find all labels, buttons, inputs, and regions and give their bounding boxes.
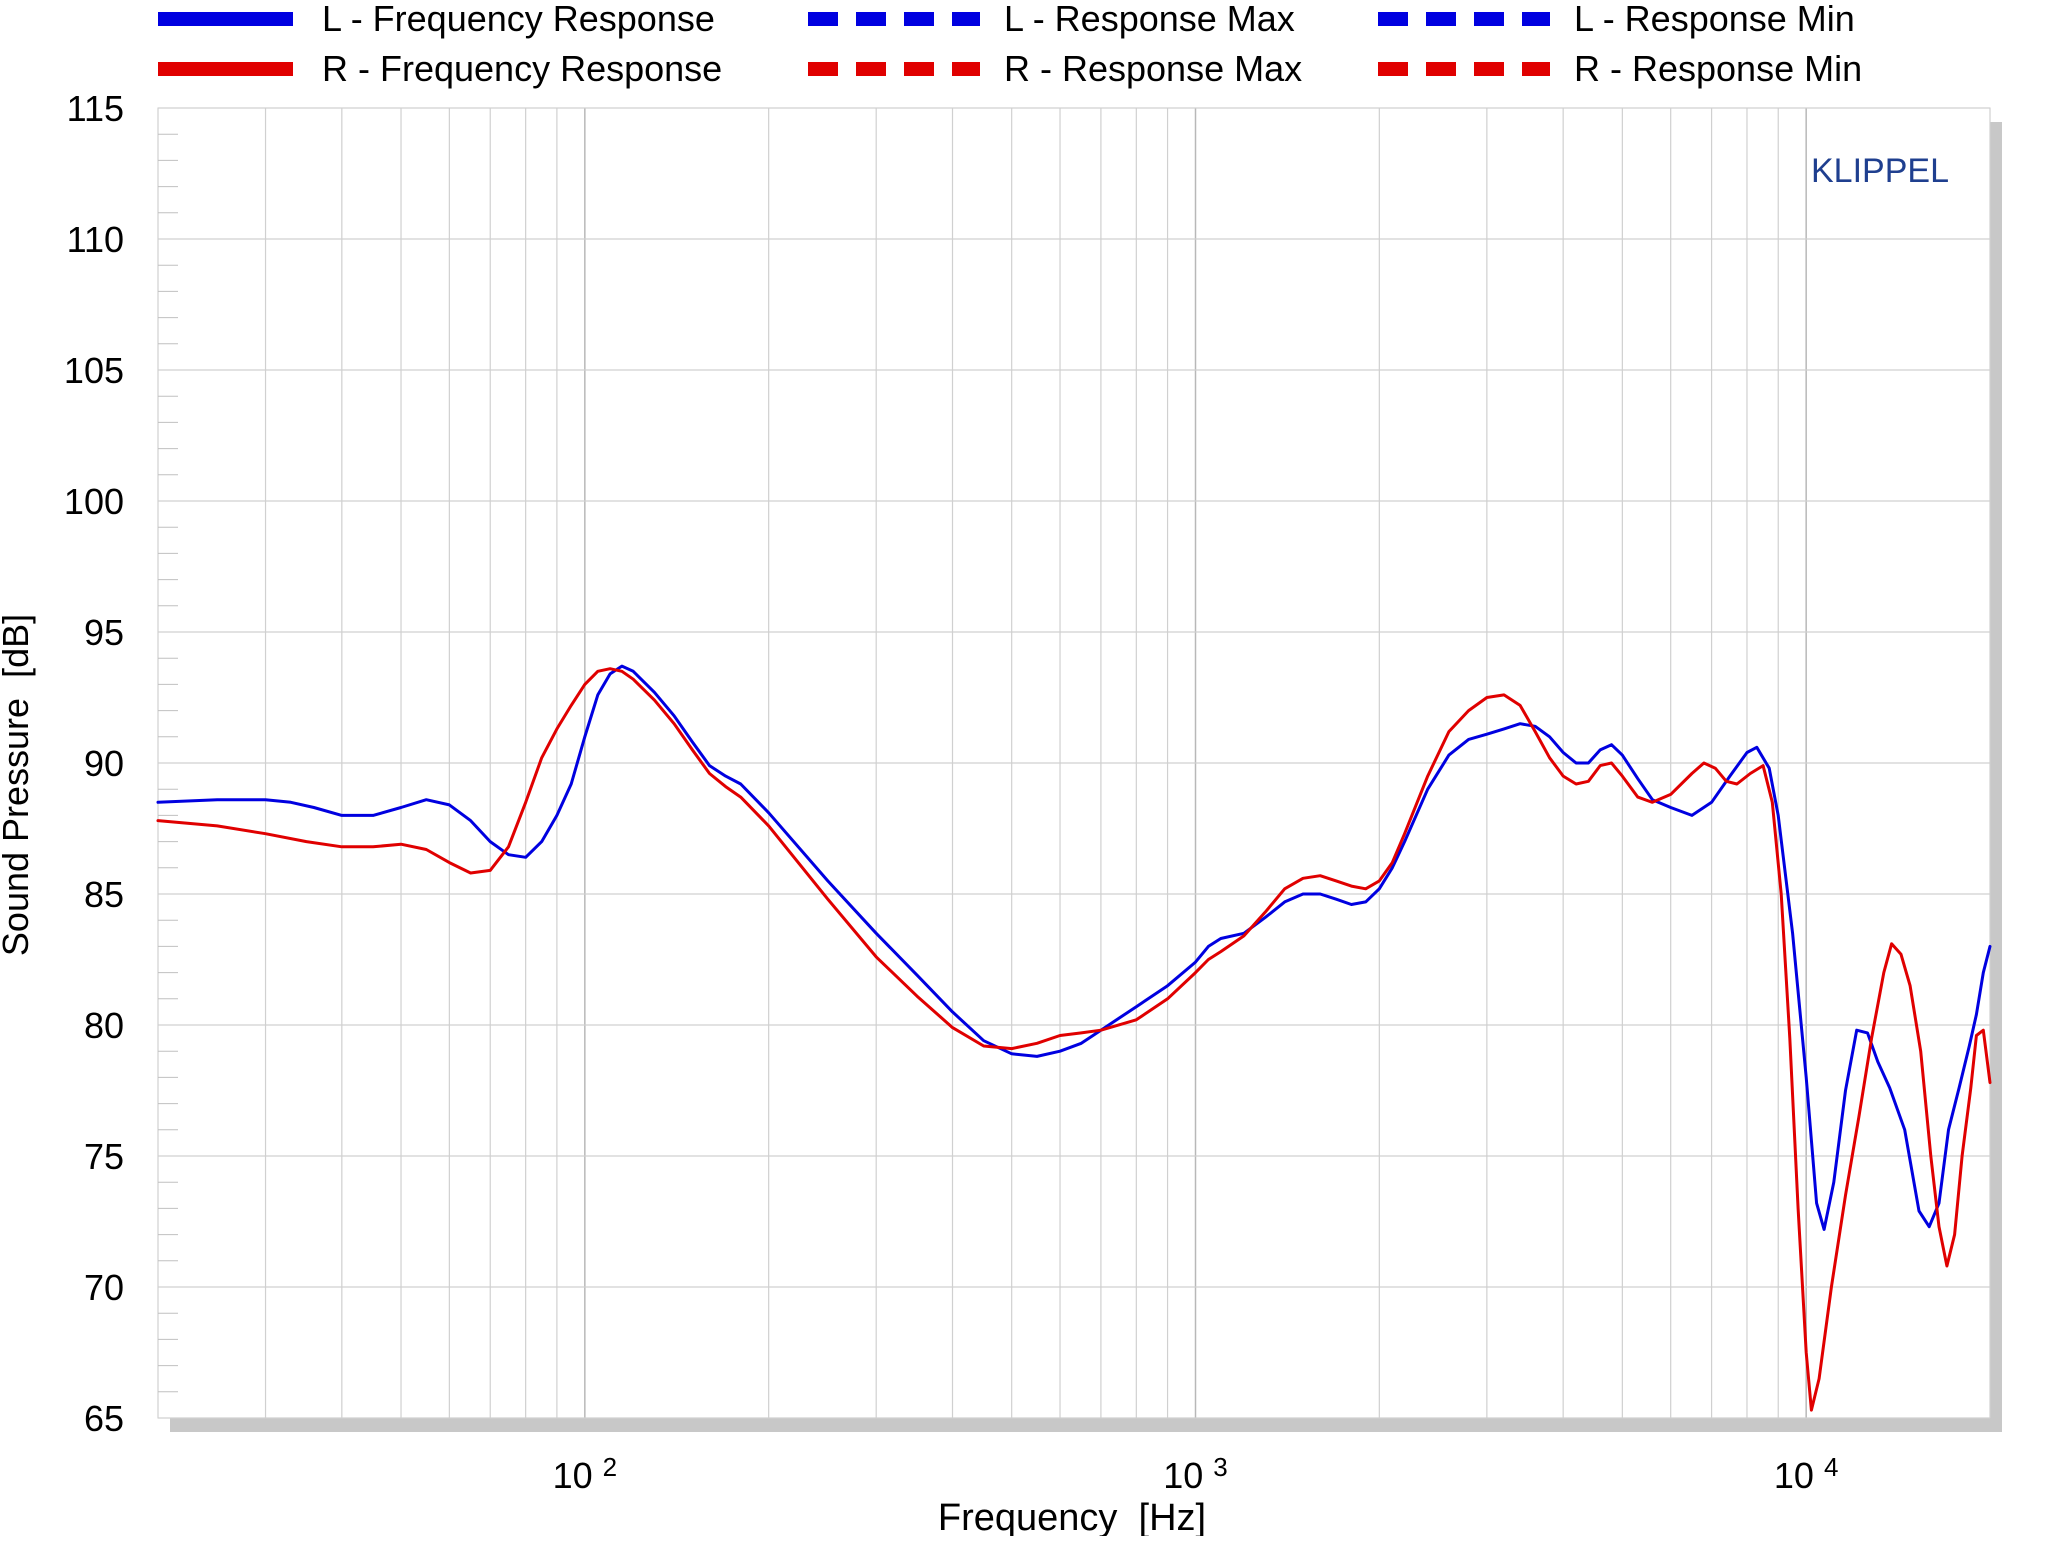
y-tick-label: 100 [64, 481, 124, 522]
y-tick-label: 95 [84, 612, 124, 653]
y-tick-label: 110 [67, 219, 124, 260]
y-tick-label: 105 [64, 350, 124, 391]
x-tick-label: 10 2 [553, 1452, 618, 1496]
y-tick-label: 65 [84, 1398, 124, 1439]
data-series [156, 664, 1992, 1412]
x-tick-label: 10 4 [1774, 1452, 1839, 1496]
legend-label: R - Response Min [1574, 48, 1862, 89]
legend: L - Frequency Response L - Response Max L … [158, 0, 1862, 89]
y-axis-title: Sound Pressure [dB] [0, 614, 36, 956]
x-tick-label: 10 3 [1163, 1452, 1228, 1496]
series-line-l [156, 664, 1992, 1231]
legend-label: R - Frequency Response [322, 48, 722, 89]
legend-label: R - Response Max [1004, 48, 1302, 89]
plot-frame [157, 107, 2002, 1432]
x-axis-title: Frequency [Hz] [938, 1497, 1206, 1536]
legend-label: L - Response Min [1574, 0, 1855, 39]
grid-lines [157, 107, 1991, 1419]
legend-label: L - Frequency Response [322, 0, 715, 39]
legend-label: L - Response Max [1004, 0, 1295, 39]
y-tick-label: 90 [84, 743, 124, 784]
y-tick-label: 115 [67, 88, 124, 129]
y-tick-label: 70 [84, 1267, 124, 1308]
axis-ticks: 65 70 75 80 85 90 95 100 105 110 115 10 2 10 3 10 4 [64, 88, 1839, 1496]
watermark-label: KLIPPEL [1811, 152, 1949, 190]
y-tick-label: 75 [84, 1136, 124, 1177]
y-tick-label: 80 [84, 1005, 124, 1046]
y-tick-label: 85 [84, 874, 124, 915]
series-line-r [156, 667, 1992, 1412]
